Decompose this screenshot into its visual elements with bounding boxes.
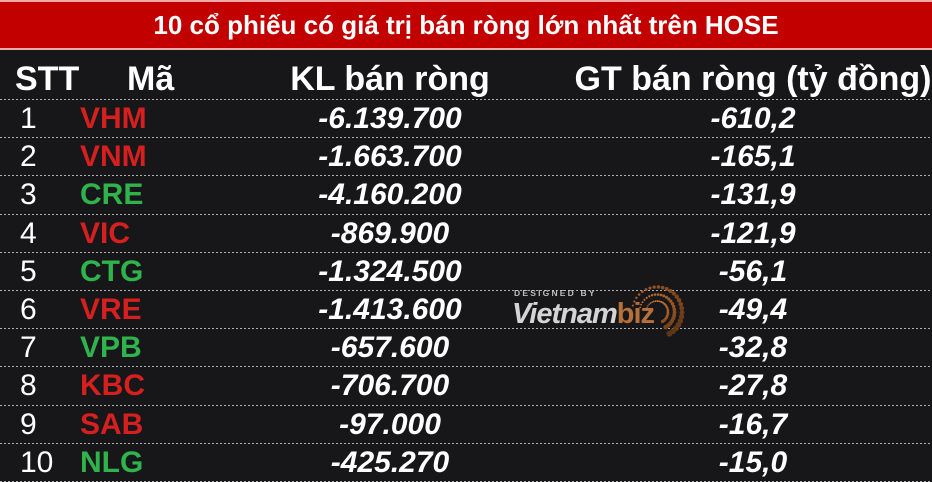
svg-text:Vietnambiz: Vietnambiz	[512, 298, 655, 330]
svg-text:DESIGNED BY: DESIGNED BY	[514, 288, 597, 298]
